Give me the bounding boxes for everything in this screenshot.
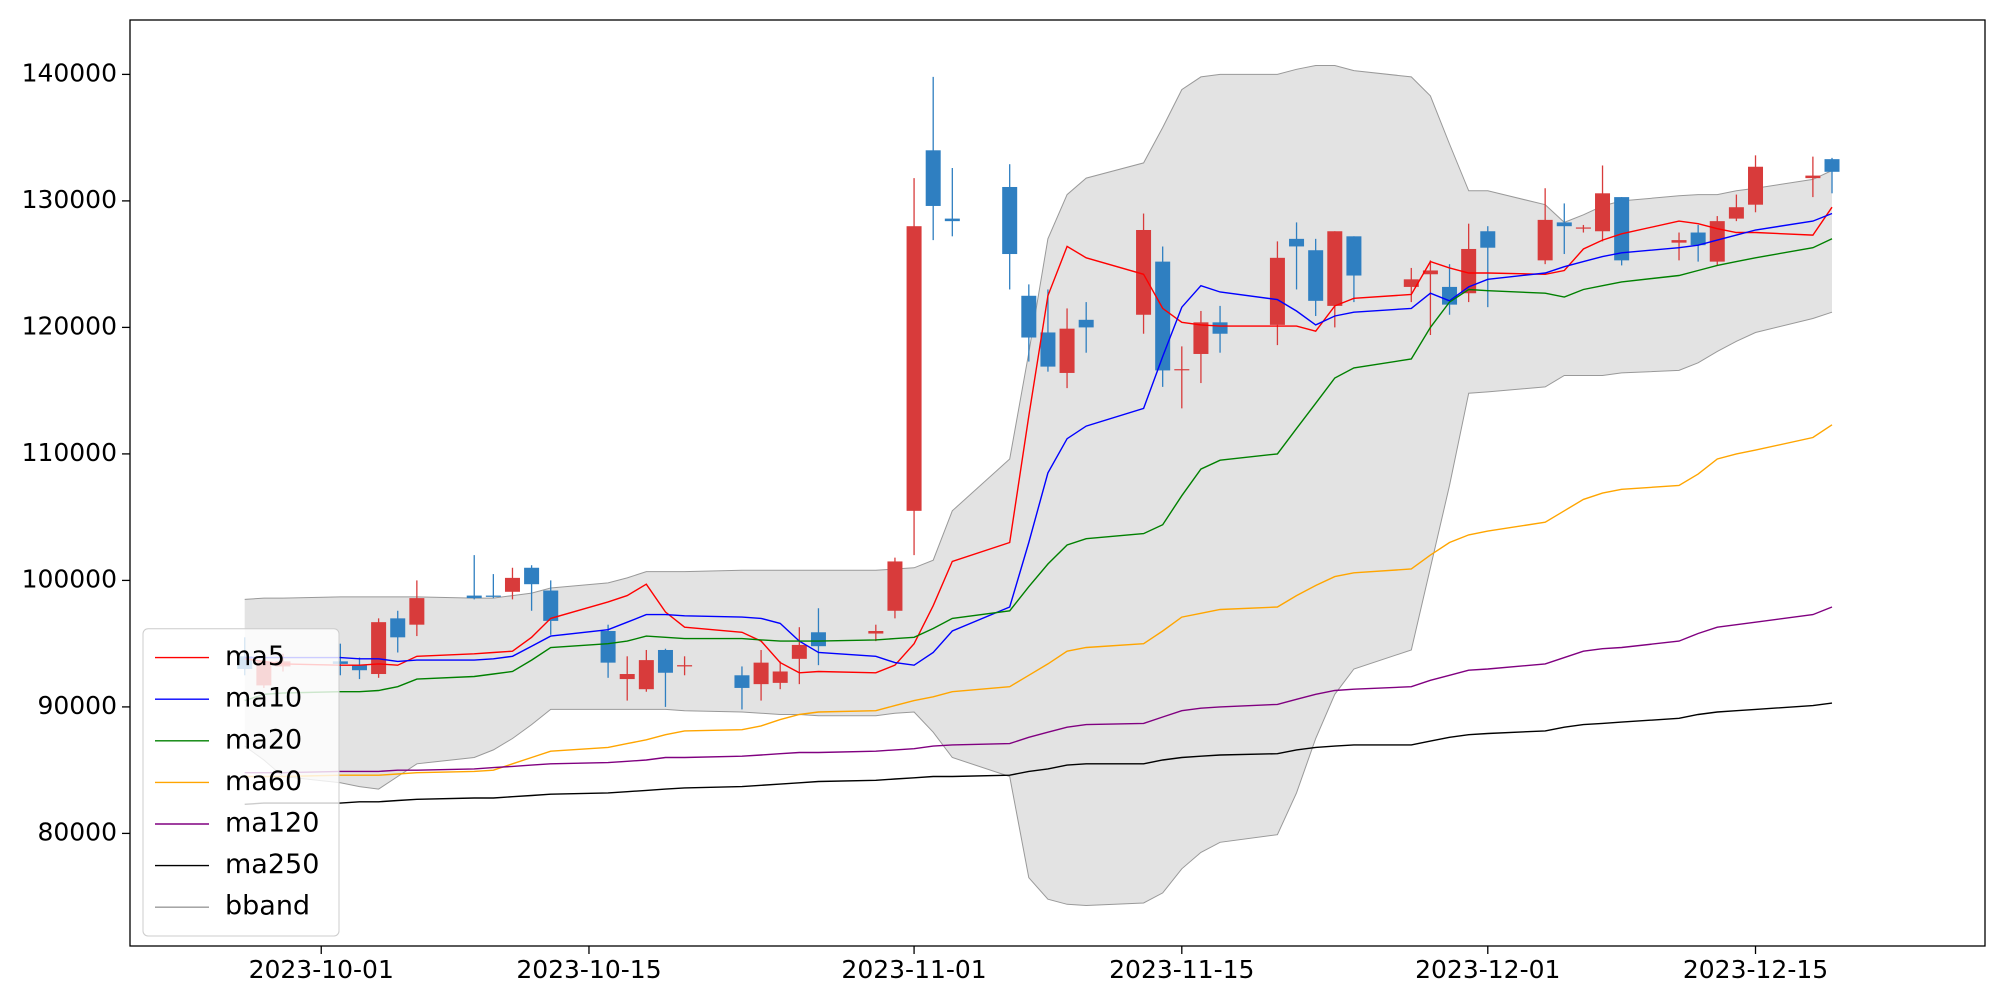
legend-label: ma60 (225, 766, 302, 797)
axes-frame (129, 19, 1986, 947)
candle-body (677, 665, 693, 667)
candle-body (944, 218, 960, 222)
candle-body (1556, 222, 1572, 227)
candle-body (504, 577, 520, 592)
legend-box (142, 628, 340, 937)
candle-body (1595, 193, 1611, 232)
candle-body (887, 561, 903, 611)
candle-body (1748, 166, 1764, 205)
candle-body (638, 660, 654, 690)
candle-body (753, 662, 769, 685)
candle-body (485, 595, 501, 597)
candle-body (1537, 219, 1553, 261)
candle-body (1346, 236, 1362, 276)
y-tick-label: 100000 (22, 564, 117, 593)
x-tick-label: 2023-10-01 (249, 955, 394, 984)
ma-line (244, 702, 1833, 805)
candle-body (868, 631, 884, 634)
candle-body (1021, 295, 1037, 338)
plot-area (237, 65, 1840, 907)
legend-label: ma10 (225, 683, 302, 714)
candle-body (1002, 186, 1018, 255)
y-tick-label: 130000 (22, 185, 117, 214)
candle-body (1193, 322, 1209, 354)
candle-body (906, 226, 922, 511)
legend-label: ma5 (225, 641, 285, 672)
x-tick-label: 2023-12-01 (1415, 955, 1560, 984)
legend: ma5 ma10 ma20 ma60 ma120 ma250 bband (142, 628, 340, 937)
candle-body (925, 150, 941, 206)
candle-body (1212, 322, 1228, 334)
legend-label: ma20 (225, 724, 302, 755)
candle-body (1422, 270, 1438, 275)
candle-body (1269, 257, 1285, 325)
y-tick-label: 90000 (37, 691, 117, 720)
candle-body (1671, 240, 1687, 243)
candle-body (1327, 231, 1343, 306)
candle-body (734, 675, 750, 688)
candle-body (1136, 229, 1152, 315)
candle-body (1805, 175, 1821, 179)
candle-body (772, 671, 788, 683)
candle-body (657, 649, 673, 673)
candle-body (1289, 238, 1305, 247)
candle-body (1614, 197, 1630, 261)
candle-body (1480, 231, 1496, 248)
candle-body (619, 674, 635, 680)
y-tick-label: 140000 (22, 58, 117, 87)
ma-line (244, 424, 1833, 778)
candle-body (390, 618, 406, 638)
x-tick-label: 2023-10-15 (516, 955, 661, 984)
ma-line (244, 238, 1833, 702)
candle-body (466, 595, 482, 599)
candle-body (791, 644, 807, 659)
candle-body (1155, 261, 1171, 371)
candle-body (524, 567, 540, 585)
band-lower (244, 311, 1833, 907)
candle-body (1308, 250, 1324, 301)
candle-body (1403, 279, 1419, 287)
candle-body (371, 622, 387, 675)
candle-body (332, 661, 348, 664)
candle-body (1690, 232, 1706, 246)
candle-body (1174, 369, 1190, 371)
ma-line (244, 206, 1833, 674)
candle-body (1461, 248, 1477, 294)
x-tick-label: 2023-11-15 (1109, 955, 1254, 984)
candle-body (1824, 159, 1840, 172)
candle-body (1709, 221, 1725, 262)
x-tick-label: 2023-11-01 (841, 955, 986, 984)
candle-body (1078, 319, 1094, 328)
candle-body (1059, 328, 1075, 373)
y-tick-label: 110000 (22, 438, 117, 467)
candle-body (1040, 332, 1056, 367)
candle-body (810, 632, 826, 647)
candle-body (351, 665, 367, 671)
y-tick-label: 120000 (22, 311, 117, 340)
ma-line (244, 606, 1833, 774)
band-upper (244, 65, 1833, 600)
candle-body (1728, 207, 1744, 219)
candle-body (600, 631, 616, 663)
legend-label: ma120 (225, 808, 319, 839)
candle-body (409, 598, 425, 625)
x-tick-label: 2023-12-15 (1683, 955, 1828, 984)
ma-line (244, 212, 1833, 666)
candle-body (543, 590, 559, 621)
band-area (244, 65, 1833, 906)
legend-label: bband (225, 891, 310, 922)
legend-label: ma250 (225, 849, 319, 880)
candle-body (1575, 227, 1591, 229)
y-tick-label: 80000 (37, 817, 117, 846)
